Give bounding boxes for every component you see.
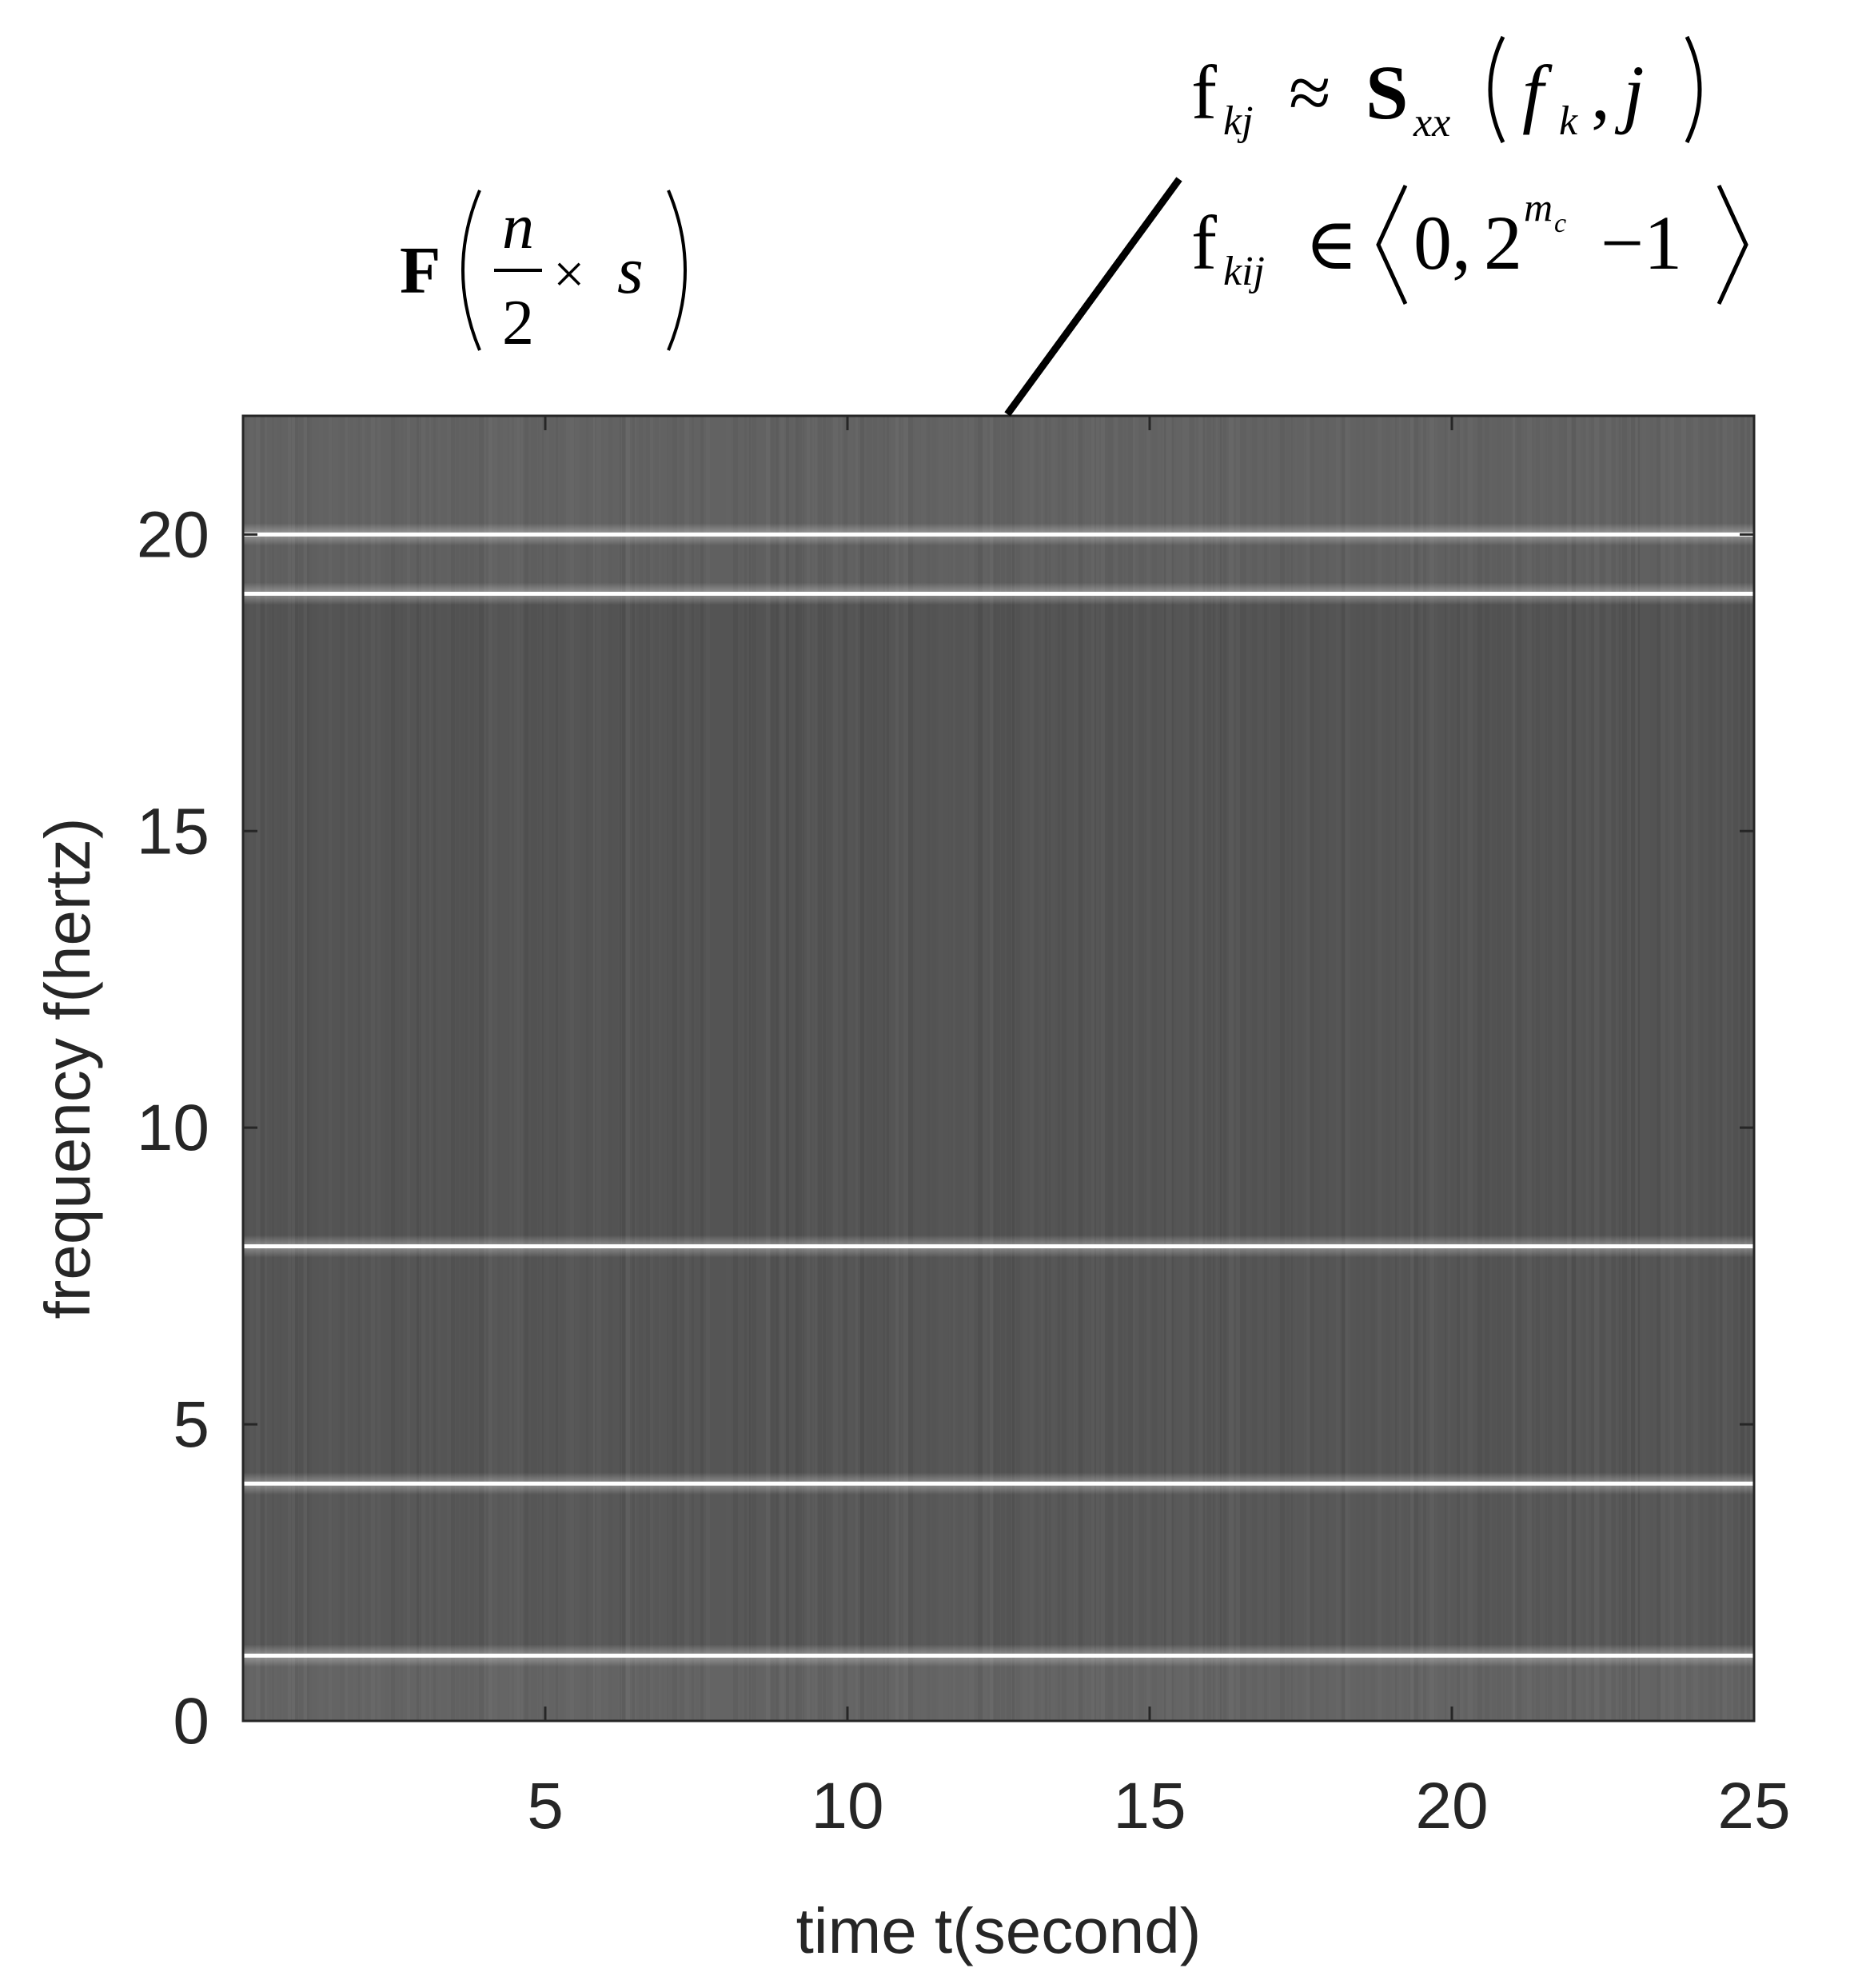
formula-spectral-density: f kj ≈ S xx f k , j bbox=[1191, 35, 1702, 146]
formula2-right-angle bbox=[1716, 184, 1748, 305]
formula1-fk-subscript: k bbox=[1559, 98, 1578, 144]
annotation-pointer-line bbox=[1004, 177, 1182, 417]
y-tick-label: 10 bbox=[137, 1092, 209, 1164]
axes-frame bbox=[241, 414, 1756, 1723]
x-axis-label: time t(second) bbox=[796, 1895, 1202, 1966]
formula2-left-angle bbox=[1376, 184, 1408, 305]
formula2-exponent: m bbox=[1524, 185, 1553, 230]
formula1-approx: ≈ bbox=[1289, 50, 1331, 135]
formula1-S-subscript: xx bbox=[1413, 100, 1450, 146]
formula2-f: f bbox=[1191, 200, 1217, 285]
formula1-f-subscript: kj bbox=[1223, 98, 1254, 144]
frequency-band bbox=[243, 1246, 1754, 1484]
formula-quantization-range: f kij ∈ 0, 2 m c −1 bbox=[1191, 184, 1748, 305]
formula-F: F bbox=[400, 234, 441, 308]
frequency-band bbox=[243, 1483, 1754, 1656]
y-tick-label: 20 bbox=[137, 498, 209, 571]
heatmap-bright-lines bbox=[243, 523, 1754, 1667]
y-tick-label: 15 bbox=[137, 795, 209, 868]
formula1-comma: , bbox=[1591, 50, 1610, 135]
formula-left-paren bbox=[461, 190, 481, 351]
frequency-band bbox=[243, 593, 1754, 1247]
formula1-j: j bbox=[1614, 50, 1645, 135]
formula-s: s bbox=[617, 234, 644, 308]
formula-frame-count: F n 2 × s bbox=[400, 190, 687, 358]
y-axis-label: frequency f(hertz) bbox=[32, 818, 103, 1319]
formula-times: × bbox=[553, 244, 584, 305]
x-tick-label: 15 bbox=[1113, 1770, 1186, 1842]
formula2-base: 2 bbox=[1484, 200, 1522, 285]
formula1-S: S bbox=[1366, 50, 1408, 135]
formula-numerator: n bbox=[502, 192, 534, 262]
formula1-right-paren bbox=[1685, 35, 1702, 144]
x-tick-label: 10 bbox=[811, 1770, 883, 1842]
x-tick-label: 5 bbox=[527, 1770, 564, 1842]
formula1-f: f bbox=[1191, 50, 1217, 135]
heatmap-area bbox=[243, 416, 1754, 1721]
y-axis-ticks: 0 5 10 15 20 bbox=[137, 498, 1754, 1758]
frequency-band bbox=[243, 416, 1754, 535]
x-tick-label: 20 bbox=[1415, 1770, 1488, 1842]
y-tick-label: 5 bbox=[173, 1388, 209, 1461]
x-axis-ticks: 5 10 15 20 25 bbox=[527, 416, 1791, 1842]
formula1-fk: f bbox=[1522, 50, 1553, 135]
x-tick-label: 25 bbox=[1717, 1770, 1790, 1842]
formula2-f-subscript: kij bbox=[1223, 249, 1265, 294]
heatmap-frequency-bands bbox=[243, 416, 1754, 1721]
formula1-left-paren bbox=[1488, 35, 1505, 144]
formula2-zero: 0, bbox=[1413, 200, 1471, 285]
formula-right-paren bbox=[667, 190, 687, 351]
y-tick-label: 0 bbox=[173, 1685, 209, 1758]
formula2-in: ∈ bbox=[1305, 206, 1358, 285]
formula2-exponent-subscript: c bbox=[1554, 209, 1566, 238]
formula-denominator: 2 bbox=[502, 288, 534, 358]
formula2-minus-one: −1 bbox=[1601, 200, 1682, 285]
